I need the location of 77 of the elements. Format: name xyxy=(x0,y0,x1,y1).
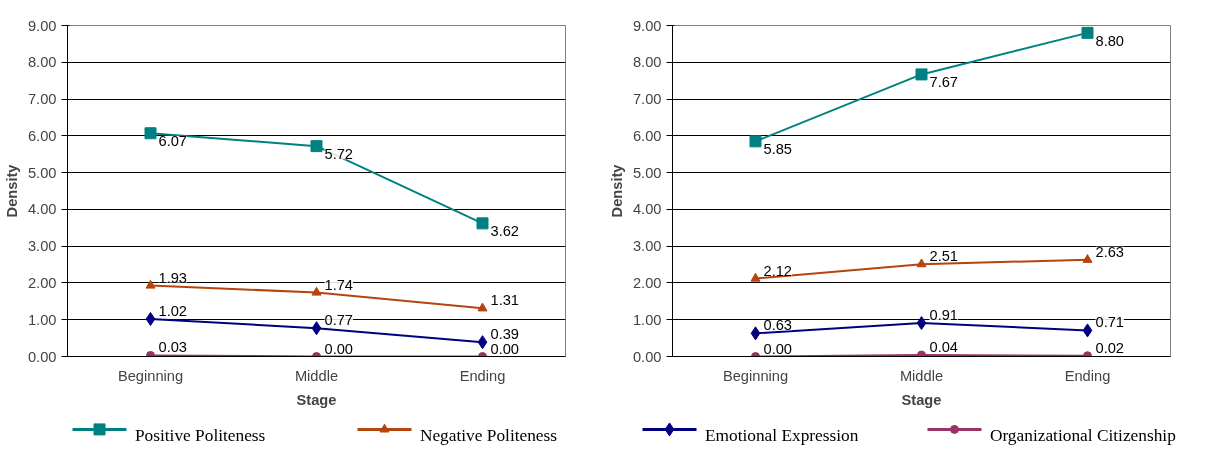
point xyxy=(310,140,323,153)
y-tick-label: 8.00 xyxy=(27,54,57,71)
point xyxy=(750,326,761,341)
data-label: 0.03 xyxy=(158,339,188,356)
data-label: 3.62 xyxy=(490,223,520,240)
data-label: 2.12 xyxy=(763,262,793,279)
data-label: 0.91 xyxy=(929,307,959,324)
x-tick-label: Middle xyxy=(899,367,944,384)
y-tick-label: 8.00 xyxy=(632,54,662,71)
y-tick-label: 1.00 xyxy=(632,311,662,328)
y-tick-label: 9.00 xyxy=(632,17,662,34)
data-label: 1.31 xyxy=(490,292,520,309)
data-label: 2.63 xyxy=(1095,243,1125,260)
data-label: 1.74 xyxy=(324,276,354,293)
y-tick-label: 7.00 xyxy=(632,91,662,108)
point xyxy=(311,286,322,296)
point xyxy=(311,321,322,336)
data-label: 1.02 xyxy=(158,302,188,319)
data-label: 0.77 xyxy=(324,312,354,329)
data-label: 0.02 xyxy=(1095,339,1125,356)
y-tick-label: 3.00 xyxy=(632,238,662,255)
x-axis-title: Stage xyxy=(901,391,942,408)
point xyxy=(916,258,927,268)
y-tick-label: 2.00 xyxy=(27,274,57,291)
y-tick-label: 0.00 xyxy=(632,348,662,365)
data-label: 1.93 xyxy=(158,269,188,286)
point xyxy=(1081,26,1094,39)
y-axis-title: Density xyxy=(3,163,20,218)
point xyxy=(750,272,761,282)
data-label: 5.72 xyxy=(324,146,354,163)
y-tick-label: 1.00 xyxy=(27,311,57,328)
point xyxy=(749,135,762,148)
y-tick-label: 7.00 xyxy=(27,91,57,108)
x-tick-label: Beginning xyxy=(117,367,184,384)
data-label: 0.39 xyxy=(490,326,520,343)
x-tick-label: Ending xyxy=(459,367,506,384)
point xyxy=(144,127,157,140)
point xyxy=(477,335,488,350)
data-label: 8.80 xyxy=(1095,32,1125,49)
point xyxy=(1082,254,1093,263)
y-tick-label: 5.00 xyxy=(27,164,57,181)
data-label: 0.00 xyxy=(324,340,354,357)
y-tick-label: 9.00 xyxy=(27,17,57,34)
data-label: 0.63 xyxy=(763,317,793,334)
data-label: 5.85 xyxy=(763,141,793,158)
data-label: 0.71 xyxy=(1095,314,1125,331)
point xyxy=(476,217,489,230)
legend-label: Emotional Expression xyxy=(704,426,859,446)
data-label: 6.07 xyxy=(158,133,188,150)
y-tick-label: 2.00 xyxy=(632,274,662,291)
point xyxy=(916,316,927,331)
point xyxy=(1082,323,1093,338)
legend-label: Organizational Citizenship xyxy=(989,426,1176,446)
x-tick-label: Ending xyxy=(1064,367,1111,384)
data-label: 0.04 xyxy=(929,339,959,356)
data-label: 2.51 xyxy=(929,248,959,265)
x-axis-title: Stage xyxy=(296,391,337,408)
x-tick-label: Middle xyxy=(294,367,339,384)
y-tick-label: 5.00 xyxy=(632,164,662,181)
legend-label: Positive Politeness xyxy=(134,426,266,446)
point xyxy=(145,311,156,326)
y-tick-label: 0.00 xyxy=(27,348,57,365)
x-tick-label: Beginning xyxy=(722,367,789,384)
legend-label: Negative Politeness xyxy=(419,426,558,446)
point xyxy=(915,68,928,81)
data-label: 7.67 xyxy=(929,74,959,91)
point xyxy=(477,302,488,312)
point xyxy=(146,350,155,357)
y-tick-label: 4.00 xyxy=(632,201,662,218)
data-label: 0.00 xyxy=(763,340,793,357)
point xyxy=(145,279,156,289)
y-tick-label: 6.00 xyxy=(632,127,662,144)
y-tick-label: 4.00 xyxy=(27,201,57,218)
y-axis-title: Density xyxy=(608,163,625,218)
y-tick-label: 3.00 xyxy=(27,238,57,255)
data-label: 0.00 xyxy=(490,340,520,357)
y-tick-label: 6.00 xyxy=(27,127,57,144)
